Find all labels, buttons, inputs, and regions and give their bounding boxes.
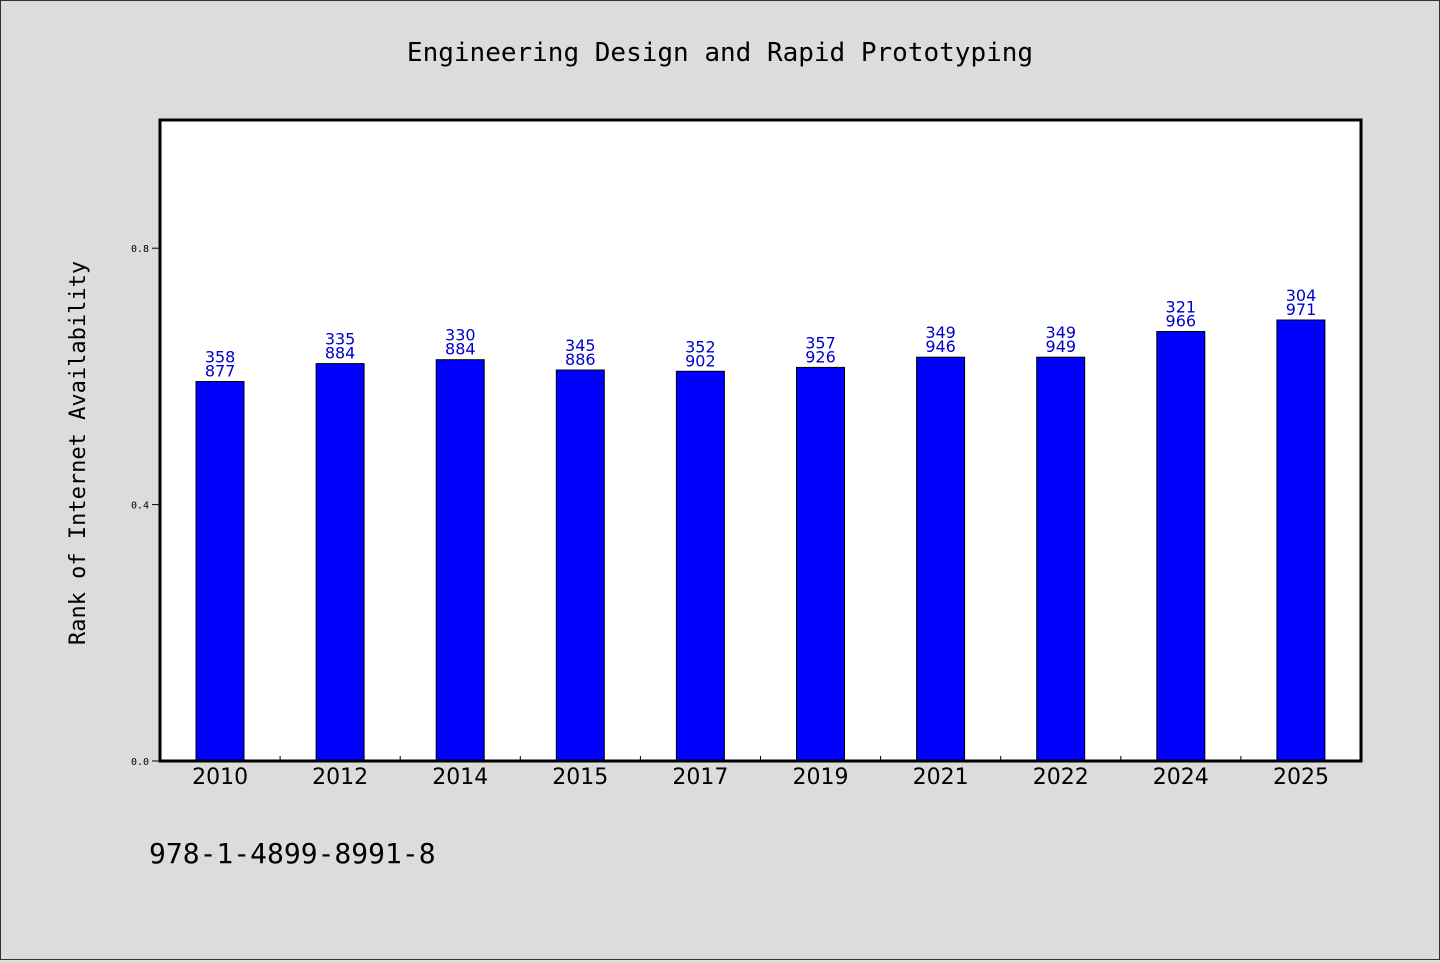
x-tick-label-2022: 2022 (1033, 765, 1089, 790)
x-tick-label-2014: 2014 (432, 765, 488, 790)
x-tick-label-2017: 2017 (672, 765, 728, 790)
bars (195, 319, 1326, 762)
x-tick-label-2019: 2019 (793, 765, 849, 790)
value-label-2025: 304 971 (1286, 286, 1317, 319)
bar-2014 (435, 359, 485, 762)
x-tick-label-2024: 2024 (1153, 765, 1209, 790)
y-axis-label: Rank of Internet Availability (66, 261, 91, 645)
bar-2010 (195, 381, 245, 762)
chart-title: Engineering Design and Rapid Prototyping (407, 38, 1033, 68)
value-label-2010: 358 877 (205, 348, 236, 381)
value-label-2021: 349 946 (925, 323, 956, 356)
x-tick-label-2010: 2010 (192, 765, 248, 790)
plot-frame (158, 118, 1363, 763)
bar-2019 (796, 366, 845, 762)
value-label-2019: 357 926 (805, 333, 836, 366)
x-tick-label-2012: 2012 (312, 765, 368, 790)
bar-2025 (1276, 319, 1326, 762)
y-tick-label: 0.0 (131, 757, 149, 768)
value-label-2022: 349 949 (1046, 323, 1077, 356)
isbn-footer: 978-1-4899-8991-8 (149, 837, 436, 870)
bar-2024 (1156, 331, 1206, 762)
x-tick-label-2021: 2021 (913, 765, 969, 790)
value-label-2014: 330 884 (445, 326, 476, 359)
bar-2017 (675, 370, 725, 762)
value-label-2012: 335 884 (325, 330, 356, 363)
bar-2012 (315, 363, 365, 762)
y-tick-label: 0.4 (131, 501, 149, 512)
y-tick-label: 0.8 (131, 244, 149, 255)
bar-2021 (916, 356, 966, 762)
y-axis-tick-labels: 0.0 0.4 0.8 (131, 244, 149, 768)
value-label-2024: 321 966 (1166, 298, 1197, 331)
value-label-2017: 352 902 (685, 337, 716, 370)
bar-2022 (1036, 356, 1086, 762)
value-label-2015: 345 886 (565, 336, 596, 369)
x-tick-label-2015: 2015 (552, 765, 608, 790)
x-axis-tick-labels: 2010 2012 2014 2015 2017 2019 2021 2022 2024 2025 (192, 765, 1329, 790)
x-tick-label-2025: 2025 (1273, 765, 1329, 790)
bar-2015 (555, 369, 605, 762)
value-labels: 358 877 335 884 330 884 345 886 352 902 357 926 349 9… (205, 286, 1316, 381)
